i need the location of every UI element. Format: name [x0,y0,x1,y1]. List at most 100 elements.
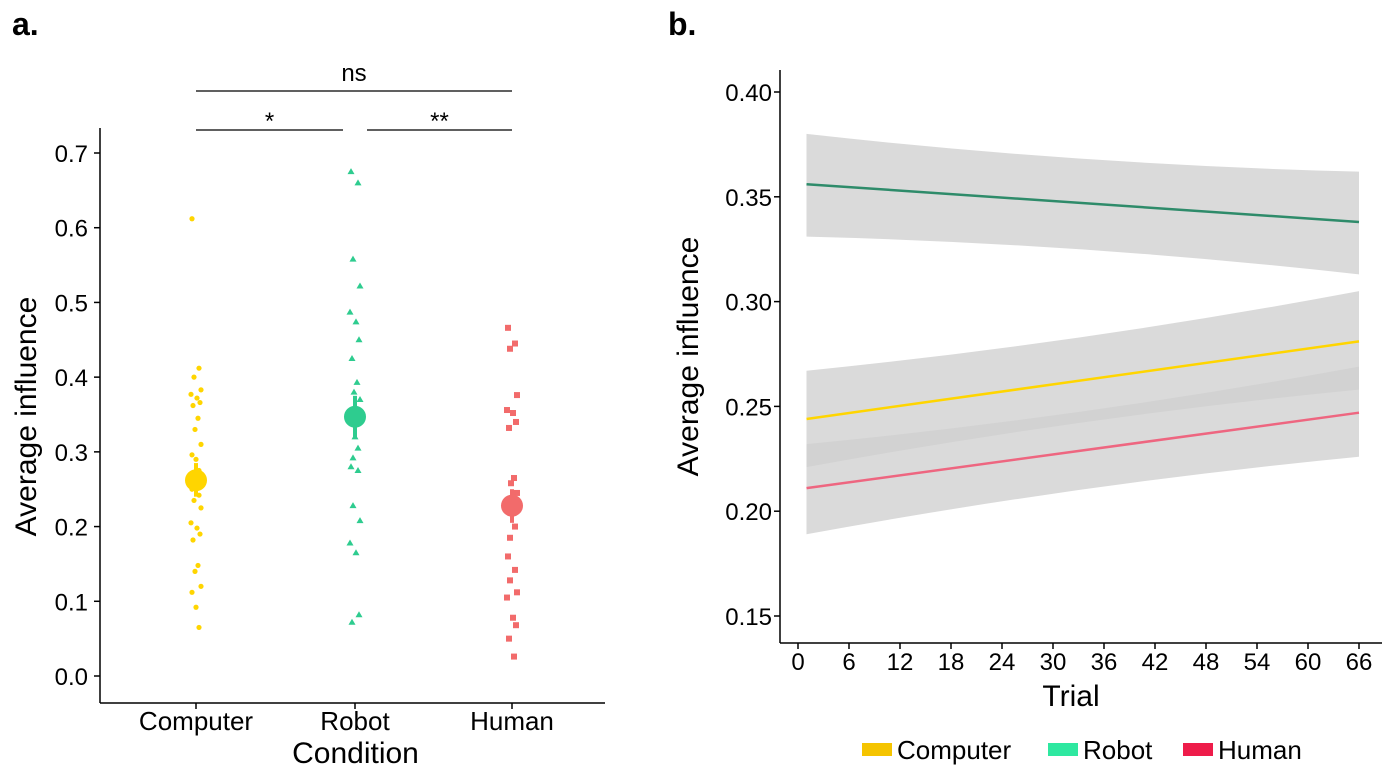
data-point-robot [348,354,356,361]
data-point-robot [348,618,356,625]
mean-point-computer [185,469,207,492]
data-point-computer [194,395,200,401]
y-tick-label-b: 0.35 [725,185,772,212]
data-point-human [504,407,510,414]
y-tick-label-b: 0.15 [725,604,772,631]
data-point-robot [347,463,355,470]
data-point-human [508,480,514,487]
data-point-robot [354,467,362,474]
data-point-robot [356,282,364,289]
x-tick-label-b: 42 [1142,649,1169,676]
data-point-computer [194,525,200,531]
legend-swatch-computer [862,743,892,756]
data-point-computer [192,568,198,575]
data-point-human [510,614,516,621]
data-point-human [511,475,517,482]
data-point-robot [355,336,363,343]
x-tick-label-b: 36 [1091,649,1118,676]
data-point-computer [198,441,204,447]
data-point-computer [190,402,196,409]
data-point-computer [192,426,198,433]
data-point-computer [188,391,194,397]
y-tick-label-a: 0.2 [55,515,88,542]
x-tick-label-b: 48 [1193,649,1220,676]
data-point-human [512,566,518,573]
data-point-computer [189,216,195,222]
x-axis-title-a: Condition [292,737,419,770]
data-point-robot [349,502,357,509]
y-tick-label-a: 0.7 [55,141,88,168]
x-tick-label-b: 54 [1244,649,1271,676]
data-point-human [512,340,518,347]
mean-markers [185,395,523,523]
data-point-computer [196,365,202,371]
data-point-computer [191,497,197,504]
data-point-computer [189,452,195,458]
data-point-human [510,410,516,417]
x-tick-label-b: 30 [1040,649,1067,676]
data-point-human [507,577,513,584]
legend-swatch-human [1183,743,1213,756]
x-tick-label-b: 18 [938,649,965,676]
data-point-human [514,589,520,596]
data-point-computer [188,520,194,526]
data-point-computer [193,604,199,610]
y-tick-label-a: 0.6 [55,216,88,243]
data-point-robot [349,454,357,461]
x-axis-title-b: Trial [1042,680,1099,713]
data-point-computer [198,583,204,589]
significance-annotations: ns* ** [196,60,512,135]
panel-b-label: b. [668,6,696,42]
y-tick-label-a: 0.3 [55,440,88,467]
x-tick-label-b: 0 [791,649,804,676]
data-point-human [506,635,512,642]
data-point-computer [190,537,196,543]
data-point-robot [354,179,362,186]
significance-label: ns [341,60,366,87]
trend-lines [806,182,1360,490]
scatter-points [188,168,520,660]
data-point-computer [197,531,203,537]
data-point-computer [198,387,204,393]
data-point-human [514,489,520,496]
y-tick-label-b: 0.40 [725,80,772,107]
data-point-computer [195,415,201,421]
mean-point-human [501,494,523,517]
data-point-human [514,392,520,399]
data-point-robot [355,611,363,618]
y-axis-title-b: Average influence [672,237,705,477]
data-point-computer [193,456,199,462]
data-point-human [513,418,519,425]
data-point-human [505,324,511,331]
data-point-computer [189,589,195,595]
data-point-human [505,553,511,560]
trend-line-robot [806,182,1360,224]
data-point-computer [198,505,204,511]
data-point-computer [196,624,202,631]
trend-line-computer [806,340,1360,421]
data-point-robot [346,539,354,546]
confidence-ribbons [806,133,1359,535]
x-tick-label-b: 24 [989,649,1016,676]
chart-b-trial-lines: 0.15 0.20 0.25 0.30 0.35 0.40 0 6 12 18 24 30 36 42 48… [672,70,1382,765]
data-point-human [504,594,510,601]
data-point-robot [346,308,354,315]
data-point-robot [353,378,361,385]
data-point-robot [352,549,360,556]
data-point-robot [350,388,358,395]
legend-label-human: Human [1218,735,1302,765]
legend-label-robot: Robot [1083,735,1153,765]
legend: Computer Robot Human [862,735,1302,765]
data-point-robot [349,255,357,262]
legend-label-computer: Computer [897,735,1011,765]
axes-a: 0.0 0.1 0.2 0.3 0.4 0.5 0.6 0.7 Computer Robot Hum… [55,128,605,736]
y-tick-label-b: 0.20 [725,499,772,526]
data-point-human [506,424,512,431]
data-point-human [513,622,519,629]
y-tick-label-a: 0.5 [55,290,88,317]
axes-b: 0.15 0.20 0.25 0.30 0.35 0.40 0 6 12 18 24 30 36 42 48… [725,70,1382,676]
y-tick-label-a: 0.4 [55,365,88,392]
data-point-robot [354,444,362,451]
y-tick-label-b: 0.30 [725,290,772,317]
